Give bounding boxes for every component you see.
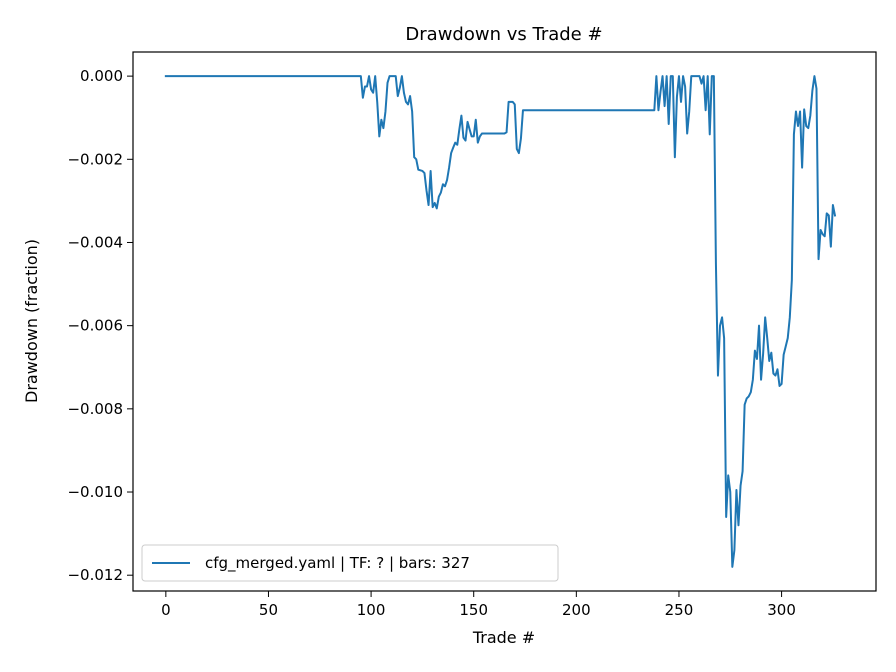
- x-tick-label: 200: [562, 601, 591, 619]
- x-tick-label: 0: [161, 601, 171, 619]
- plot-area: 0 50 100 150 200 250 300 0.000 −0.002 −0.004 −0.0…: [67, 51, 877, 619]
- y-axis-label: Drawdown (fraction): [22, 239, 41, 403]
- x-tick-label: 300: [767, 601, 796, 619]
- x-tick-label: 250: [665, 601, 694, 619]
- y-tick-label: −0.008: [67, 400, 123, 418]
- y-tick-label: −0.012: [67, 566, 123, 584]
- series-line-drawdown: [164, 75, 837, 568]
- plot-frame: [132, 51, 877, 592]
- y-axis: 0.000 −0.002 −0.004 −0.006 −0.008 −0.010 −0.01…: [67, 67, 133, 584]
- legend: cfg_merged.yaml | TF: ? | bars: 327: [141, 544, 559, 582]
- legend-box: [141, 544, 559, 582]
- y-tick-label: −0.010: [67, 483, 123, 501]
- chart-title: Drawdown vs Trade #: [405, 24, 602, 45]
- x-tick-label: 100: [357, 601, 386, 619]
- y-tick-label: 0.000: [80, 67, 123, 85]
- y-tick-label: −0.002: [67, 150, 123, 168]
- x-axis: 0 50 100 150 200 250 300: [161, 591, 796, 619]
- legend-entry-label: cfg_merged.yaml | TF: ? | bars: 327: [205, 554, 470, 573]
- y-tick-label: −0.004: [67, 233, 123, 251]
- x-axis-label: Trade #: [472, 628, 535, 647]
- x-tick-label: 50: [259, 601, 278, 619]
- x-tick-label: 150: [459, 601, 488, 619]
- y-tick-label: −0.006: [67, 317, 123, 335]
